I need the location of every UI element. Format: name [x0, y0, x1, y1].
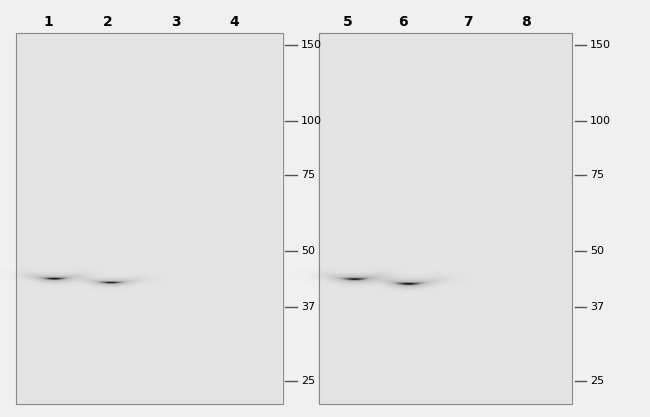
- Bar: [318, 33, 572, 404]
- Text: 75: 75: [301, 170, 315, 180]
- Text: 50: 50: [301, 246, 315, 256]
- Text: 2: 2: [103, 15, 112, 29]
- Text: 150: 150: [301, 40, 322, 50]
- Text: 100: 100: [301, 116, 322, 126]
- Text: 5: 5: [343, 15, 352, 29]
- Text: 50: 50: [590, 246, 605, 256]
- Text: 8: 8: [521, 15, 532, 29]
- Text: 7: 7: [463, 15, 473, 29]
- Text: 75: 75: [590, 170, 605, 180]
- Bar: [16, 33, 283, 404]
- Text: 4: 4: [229, 15, 239, 29]
- Text: 150: 150: [590, 40, 611, 50]
- Text: 37: 37: [590, 302, 605, 312]
- Text: 3: 3: [171, 15, 180, 29]
- Text: 1: 1: [44, 15, 53, 29]
- Text: 25: 25: [301, 376, 315, 386]
- Text: 37: 37: [301, 302, 315, 312]
- Text: 100: 100: [590, 116, 611, 126]
- Text: 25: 25: [590, 376, 605, 386]
- Text: 6: 6: [398, 15, 408, 29]
